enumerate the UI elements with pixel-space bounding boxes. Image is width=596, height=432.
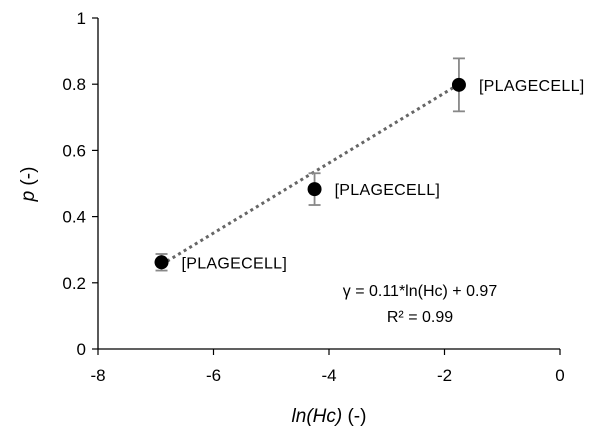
data-point xyxy=(307,182,322,197)
y-tick-label: 0 xyxy=(77,340,86,359)
y-tick-label: 0.4 xyxy=(62,208,86,227)
data-point xyxy=(154,255,169,270)
data-point-label: [PLAGECELL] xyxy=(182,255,288,272)
y-tick-label: 0.6 xyxy=(62,141,86,160)
x-tick-label: -4 xyxy=(321,366,336,385)
x-tick-label: -8 xyxy=(90,366,105,385)
y-tick-label: 0.8 xyxy=(62,75,86,94)
x-tick-label: -2 xyxy=(437,366,452,385)
x-tick-label: 0 xyxy=(555,366,564,385)
y-axis-title-unit: (-) xyxy=(18,167,39,191)
y-axis-title-var: p xyxy=(18,191,39,203)
trendline xyxy=(160,82,460,266)
y-axis-title: p (-) xyxy=(18,167,39,203)
trendline-group xyxy=(160,82,460,266)
data-point-label: [PLAGECELL] xyxy=(335,182,441,199)
y-tick-label: 0.2 xyxy=(62,274,86,293)
x-axis-title-unit: (-) xyxy=(342,406,366,427)
axes: -8 -6 -4 -2 0 0 0.2 0.4 0.6 0.8 1 xyxy=(62,9,564,385)
data-point xyxy=(451,77,466,92)
data-point-label: [PLAGECELL] xyxy=(479,78,585,95)
x-axis-title: ln(Hc) (-) xyxy=(292,406,367,427)
x-axis-title-var: ln(Hc) xyxy=(292,406,343,427)
points-group: [PLAGECELL] [PLAGECELL] [PLAGECELL] xyxy=(154,57,585,272)
x-tick-label: -6 xyxy=(206,366,221,385)
r-squared-annotation: R² = 0.99 xyxy=(387,309,453,326)
y-tick-label: 1 xyxy=(77,9,86,28)
equation-annotation: γ = 0.11*ln(Hc) + 0.97 xyxy=(343,283,498,300)
